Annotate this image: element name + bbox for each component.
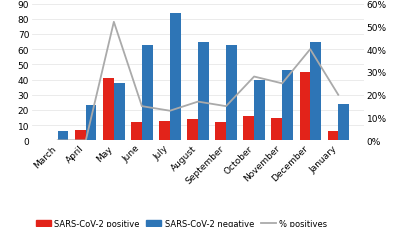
Legend: SARS-CoV-2 positive, SARS-CoV-2 negative, % positives: SARS-CoV-2 positive, SARS-CoV-2 negative…: [32, 216, 330, 227]
Bar: [103, 79, 114, 141]
Bar: [272, 118, 282, 141]
Bar: [198, 42, 209, 141]
Bar: [254, 80, 265, 141]
Bar: [244, 116, 254, 141]
Bar: [142, 45, 152, 141]
Bar: [310, 42, 321, 141]
Bar: [75, 130, 86, 141]
Bar: [58, 132, 68, 141]
Bar: [86, 106, 96, 141]
Bar: [131, 123, 142, 141]
Bar: [338, 104, 349, 141]
Bar: [114, 83, 124, 141]
Bar: [215, 123, 226, 141]
Bar: [328, 132, 338, 141]
Bar: [170, 14, 181, 141]
Bar: [300, 73, 310, 141]
Bar: [187, 120, 198, 141]
Bar: [282, 71, 293, 141]
Bar: [159, 121, 170, 141]
Bar: [226, 45, 237, 141]
